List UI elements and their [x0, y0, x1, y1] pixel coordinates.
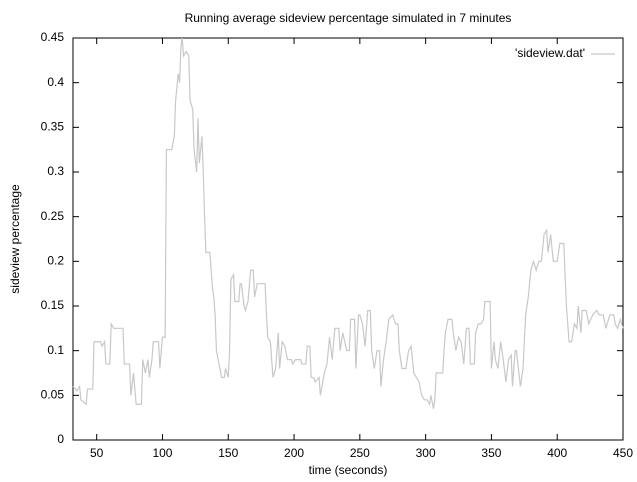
y-tick-label: 0.35 [41, 120, 65, 134]
y-tick-label: 0.25 [41, 209, 65, 223]
x-tick-label: 400 [547, 446, 567, 460]
y-tick-label: 0 [57, 432, 64, 446]
y-tick-label: 0.3 [47, 164, 64, 178]
y-tick-label: 0.45 [41, 30, 65, 44]
plot-frame [72, 37, 624, 441]
y-tick-label: 0.2 [47, 254, 64, 268]
x-tick-label: 100 [152, 446, 172, 460]
x-tick-label: 350 [481, 446, 501, 460]
data-line [72, 37, 624, 409]
x-tick-label: 250 [350, 446, 370, 460]
x-tick-label: 300 [416, 446, 436, 460]
chart-title: Running average sideview percentage simu… [185, 11, 512, 25]
x-tick-label: 200 [284, 446, 304, 460]
y-axis-label: sideview percentage [8, 184, 22, 294]
y-tick-label: 0.05 [41, 388, 65, 402]
y-tick-label: 0.15 [41, 298, 65, 312]
y-tick-label: 0.4 [47, 75, 64, 89]
x-axis-label: time (seconds) [309, 463, 388, 477]
legend-label: 'sideview.dat' [515, 46, 585, 60]
x-tick-label: 150 [218, 446, 238, 460]
y-tick-label: 0.1 [47, 343, 64, 357]
x-tick-label: 50 [90, 446, 104, 460]
x-tick-label: 450 [613, 446, 633, 460]
